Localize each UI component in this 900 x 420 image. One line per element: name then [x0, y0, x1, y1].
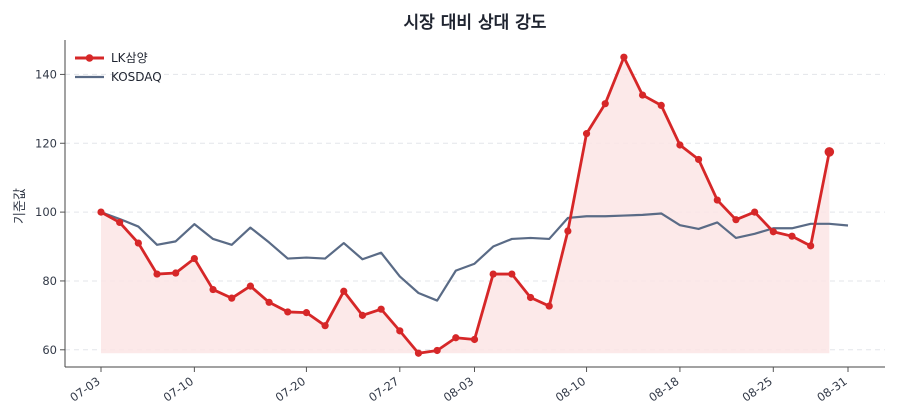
lk-area-fill: [101, 57, 830, 354]
legend-marker-lk: [85, 54, 94, 62]
lk-point: [508, 270, 516, 278]
lk-point: [713, 196, 721, 204]
lk-last-point: [824, 147, 835, 157]
lk-point: [582, 130, 591, 138]
lk-point: [209, 285, 217, 294]
lk-point: [358, 311, 367, 319]
y-axis-title: 기준값: [13, 188, 28, 224]
x-tick-label: 07-10: [161, 374, 196, 405]
x-tick-label: 08-25: [740, 374, 775, 405]
x-tick-labels: 07-03 07-10 07-20 07-27 08-03 08-10 08-18 08-25…: [67, 367, 850, 405]
lk-point: [97, 208, 105, 216]
y-tick-label: 140: [35, 67, 57, 81]
lk-point: [732, 216, 740, 224]
lk-point: [601, 100, 609, 108]
y-tick-labels: 60 80 100 120 140: [35, 67, 65, 357]
lk-point: [638, 91, 647, 99]
lk-point: [676, 141, 684, 149]
lk-point: [265, 298, 273, 306]
lk-line: [100, 55, 831, 355]
legend-label-lk: LK삼양: [111, 51, 148, 65]
x-tick-label: 07-27: [366, 374, 401, 405]
lk-point: [807, 242, 815, 250]
chart-title: 시장 대비 상대 강도: [404, 13, 547, 33]
x-tick-label: 08-31: [814, 374, 849, 405]
series-lines: [97, 53, 849, 357]
lk-point: [564, 227, 572, 235]
lk-point: [620, 53, 628, 61]
lk-point: [526, 293, 535, 302]
lk-point: [545, 302, 553, 310]
lk-point: [396, 327, 404, 335]
lk-point: [751, 208, 759, 216]
lk-point: [321, 322, 329, 330]
legend: LK삼양 KOSDAQ: [75, 51, 162, 84]
y-tick-label: 100: [35, 205, 57, 219]
lk-point: [695, 155, 703, 164]
x-tick-label: 07-03: [67, 374, 102, 405]
lk-point: [788, 232, 796, 240]
lk-point: [172, 269, 180, 277]
lk-point: [246, 282, 254, 290]
y-tick-label: 60: [42, 343, 57, 357]
lk-point: [284, 308, 292, 316]
lk-point: [769, 228, 777, 236]
lk-point: [340, 287, 348, 295]
y-tick-label: 80: [42, 274, 57, 288]
x-tick-label: 08-18: [646, 374, 681, 405]
lk-point: [153, 270, 161, 278]
lk-point: [657, 101, 665, 109]
lk-point: [134, 239, 142, 247]
lk-point: [302, 309, 311, 317]
area-fill: [101, 57, 830, 354]
lk-point: [452, 334, 460, 342]
lk-point: [190, 254, 198, 263]
lk-point: [489, 270, 497, 278]
x-tick-label: 07-20: [273, 374, 308, 405]
lk-point: [377, 305, 385, 313]
lk-point: [414, 349, 423, 357]
lk-point: [470, 335, 479, 344]
lk-point: [116, 218, 124, 227]
lk-point: [433, 346, 441, 355]
y-tick-label: 120: [35, 136, 57, 150]
x-tick-label: 08-10: [553, 374, 588, 405]
legend-label-kosdaq: KOSDAQ: [111, 70, 162, 84]
x-tick-label: 08-03: [441, 374, 476, 405]
lk-point: [228, 294, 236, 302]
kosdaq-line: [100, 211, 849, 302]
